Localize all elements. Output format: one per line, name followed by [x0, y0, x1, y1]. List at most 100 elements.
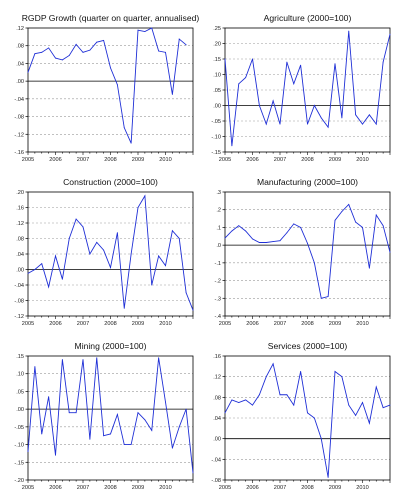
x-tick-label: 2009: [132, 157, 144, 163]
data-point: [279, 394, 281, 396]
data-point: [320, 438, 322, 440]
y-tick-label: .20: [16, 190, 24, 196]
data-point: [389, 251, 391, 253]
data-point: [245, 399, 247, 401]
data-point: [89, 253, 91, 255]
y-tick-label: -.04: [211, 457, 221, 463]
data-point: [55, 255, 56, 257]
data-point: [382, 61, 384, 63]
data-point: [82, 51, 84, 53]
y-tick-label: -.3: [214, 296, 221, 302]
data-point: [103, 249, 105, 251]
data-point: [89, 49, 91, 51]
data-point: [48, 47, 50, 49]
y-tick-label: .00: [16, 407, 24, 413]
x-tick-label: 2009: [329, 321, 341, 327]
plot-frame: [224, 27, 391, 153]
y-tick-label: -.05: [211, 119, 221, 125]
y-tick-label: .15: [213, 57, 221, 63]
panel-rgdp-growth: RGDP Growth (quarter on quarter, annuali…: [14, 13, 199, 163]
x-tick-label: 2008: [301, 157, 313, 163]
data-point: [286, 61, 288, 63]
data-point: [245, 230, 247, 232]
data-point: [68, 238, 70, 239]
data-point: [355, 221, 357, 223]
data-point: [375, 214, 377, 216]
y-tick-label: -.15: [14, 460, 24, 466]
data-point: [144, 195, 146, 197]
y-tick-label: -.05: [14, 425, 24, 431]
y-tick-label: -.16: [14, 150, 24, 156]
panel-construction: Construction (2000=100) .20 .16 .12 .08 .04 .0…: [14, 177, 194, 327]
data-point: [116, 414, 118, 415]
data-point: [130, 253, 132, 255]
y-tick-label: .20: [213, 42, 221, 48]
data-point: [307, 123, 308, 125]
data-point: [286, 232, 288, 234]
x-tick-label: 2007: [274, 157, 286, 163]
data-point: [238, 83, 240, 85]
data-point: [231, 230, 233, 232]
data-point: [34, 366, 36, 368]
data-point: [89, 438, 91, 440]
x-tick-label: 2009: [132, 485, 144, 491]
y-tick-label: .16: [213, 354, 221, 360]
data-point: [293, 223, 295, 225]
data-point: [103, 39, 105, 41]
chart-title: Manufacturing (2000=100): [257, 177, 358, 187]
x-tick-label: 2005: [219, 485, 231, 491]
data-point: [165, 51, 166, 53]
y-tick-label: .16: [16, 206, 24, 212]
data-point: [272, 363, 274, 365]
x-tick-label: 2010: [356, 157, 368, 163]
data-point: [313, 262, 315, 264]
y-tick-label: -.10: [211, 135, 221, 141]
series-line: [224, 203, 391, 299]
data-point: [41, 263, 43, 265]
data-point: [55, 454, 56, 456]
data-point: [171, 230, 173, 232]
series-line: [27, 357, 194, 473]
series-line: [27, 194, 194, 311]
data-point: [341, 117, 343, 119]
data-point: [123, 307, 125, 309]
data-point: [110, 267, 111, 269]
chart-title: RGDP Growth (quarter on quarter, annuali…: [22, 13, 200, 23]
data-point: [348, 404, 350, 406]
data-point: [382, 407, 384, 409]
data-point: [252, 238, 253, 240]
data-point: [307, 412, 308, 414]
data-point: [158, 50, 160, 52]
data-point: [185, 292, 187, 294]
x-tick-label: 2006: [246, 157, 258, 163]
data-point: [27, 272, 29, 274]
x-tick-label: 2010: [159, 485, 171, 491]
data-point: [300, 64, 302, 66]
y-tick-label: .12: [213, 375, 221, 381]
data-point: [265, 376, 267, 378]
data-point: [171, 93, 173, 95]
y-tick-label: .3: [216, 190, 221, 196]
data-point: [151, 27, 153, 29]
data-point: [245, 77, 247, 79]
y-tick-label: .04: [16, 252, 24, 258]
data-point: [34, 269, 36, 270]
data-point: [178, 238, 180, 239]
data-point: [368, 267, 370, 269]
data-point: [224, 412, 226, 414]
data-point: [185, 408, 187, 410]
y-tick-label: .00: [213, 104, 221, 110]
data-point: [355, 414, 357, 416]
data-point: [327, 476, 329, 478]
data-point: [389, 33, 391, 35]
y-tick-label: .25: [213, 26, 221, 32]
data-point: [334, 219, 336, 221]
data-point: [27, 71, 29, 73]
data-point: [279, 123, 281, 125]
y-tick-label: -.04: [14, 97, 24, 103]
data-point: [75, 218, 77, 220]
data-point: [313, 105, 315, 106]
chart-title: Services (2000=100): [268, 341, 348, 351]
series-line: [224, 31, 391, 146]
